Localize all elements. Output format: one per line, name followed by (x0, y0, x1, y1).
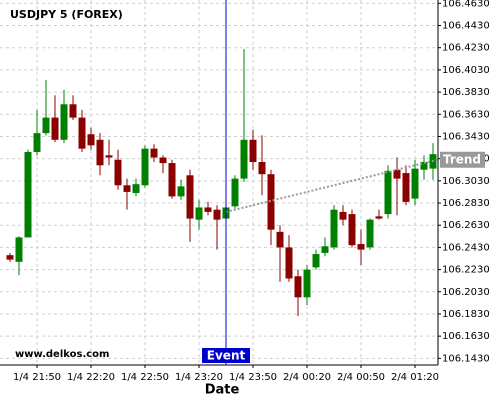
y-tick-label: 106.2830 (442, 198, 490, 209)
y-tick-label: 106.4030 (442, 65, 490, 76)
x-axis-title: Date (205, 383, 240, 398)
candle-body (168, 163, 176, 197)
candle-body (132, 184, 140, 194)
x-tick-label: 2/4 00:20 (283, 372, 331, 383)
candle-body (6, 255, 14, 260)
grid (0, 0, 438, 365)
candle-body (420, 161, 428, 170)
trend-label-box (440, 151, 485, 168)
y-tick-label: 106.3830 (442, 87, 490, 98)
candle-body (231, 178, 239, 207)
candle-body (393, 169, 401, 179)
y-tick-label: 106.2230 (442, 265, 490, 276)
candle-body (78, 117, 86, 149)
candle-body (402, 173, 410, 202)
candle-body (312, 254, 320, 268)
y-tick-label: 106.2630 (442, 220, 490, 231)
y-tick-label: 106.3430 (442, 131, 490, 142)
candle-body (15, 237, 23, 262)
candle-body (186, 175, 194, 219)
candle-body (285, 247, 293, 279)
candle-body (267, 174, 275, 230)
candle-body (42, 117, 50, 134)
candle-body (51, 117, 59, 140)
y-tick-label: 106.2030 (442, 287, 490, 298)
x-tick-label: 1/4 22:20 (67, 372, 115, 383)
x-tick-label: 1/4 21:50 (13, 372, 61, 383)
y-tick-label: 106.1830 (442, 309, 490, 320)
event-label-box (202, 348, 250, 363)
candle-body (411, 168, 419, 199)
candle-body (204, 207, 212, 212)
y-tick-label: 106.3630 (442, 109, 490, 120)
x-tick-label: 1/4 23:20 (175, 372, 223, 383)
y-tick-label: 106.4630 (442, 0, 490, 9)
candle-body (33, 133, 41, 152)
x-tick-label: 2/4 00:50 (337, 372, 385, 383)
event-label: Event (207, 349, 246, 363)
candle-body (141, 148, 149, 186)
candle-body (96, 139, 104, 166)
candle-body (348, 214, 356, 246)
candle-body (357, 244, 365, 250)
candles (6, 48, 437, 317)
candle-body (240, 139, 248, 179)
candle-body (366, 219, 374, 248)
y-tick-label: 106.2430 (442, 242, 490, 253)
candle-body (258, 161, 266, 175)
candle-body (177, 186, 185, 197)
candle-body (330, 209, 338, 248)
trend-label: Trend (443, 152, 481, 166)
candle-body (321, 246, 329, 253)
candle-body (123, 185, 131, 192)
watermark: www.delkos.com (15, 349, 109, 360)
trend-line (225, 158, 438, 213)
candle-body (24, 151, 32, 238)
y-tick-label: 106.3030 (442, 176, 490, 187)
candle-body (195, 207, 203, 220)
candle-body (213, 209, 221, 220)
candle-body (159, 157, 167, 164)
chart-title: USDJPY 5 (FOREX) (10, 8, 123, 21)
x-tick-label: 1/4 22:50 (121, 372, 169, 383)
candle-body (87, 134, 95, 146)
candle-body (375, 216, 383, 219)
candle-body (114, 159, 122, 186)
y-tick-label: 106.1430 (442, 353, 490, 364)
candle-body (105, 155, 113, 158)
candle-body (60, 104, 68, 140)
candle-body (69, 104, 77, 118)
candle-body (384, 170, 392, 215)
candle-body (294, 276, 302, 298)
x-tick-label: 2/4 01:20 (391, 372, 439, 383)
candle-body (150, 148, 158, 158)
y-tick-label: 106.1630 (442, 331, 490, 342)
candle-body (249, 139, 257, 162)
candle-body (276, 231, 284, 248)
x-tick-label: 1/4 23:50 (229, 372, 277, 383)
candle-body (339, 211, 347, 220)
y-tick-label: 106.4430 (442, 21, 490, 32)
y-tick-label: 106.4230 (442, 43, 490, 54)
candle-body (303, 269, 311, 298)
